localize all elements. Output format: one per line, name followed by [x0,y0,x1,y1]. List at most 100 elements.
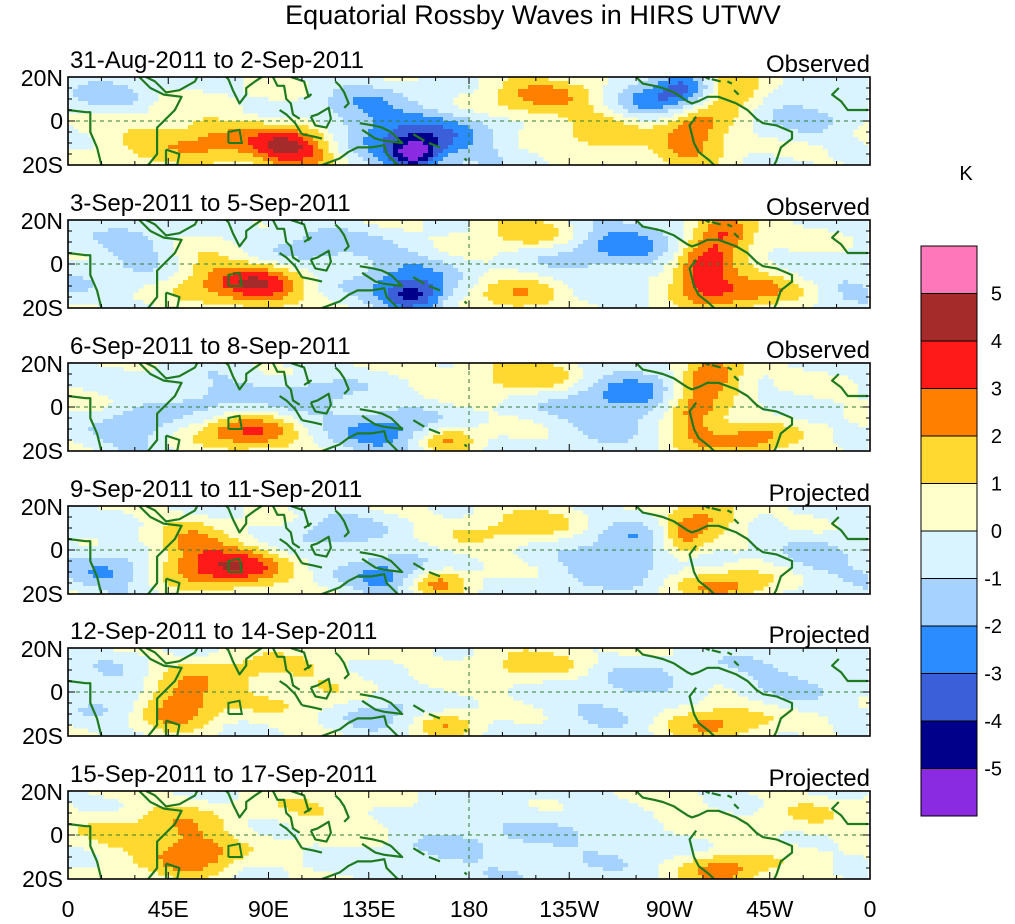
reference-box [227,699,243,715]
coastline [272,791,301,834]
coastline [733,803,740,810]
coastline [635,791,794,879]
coastline [700,220,711,224]
latitude-label: 20N [21,494,63,520]
coastline [359,122,404,145]
colorbar-box [920,293,978,342]
coastline [164,862,181,879]
coastline [700,791,711,795]
coastline [290,220,312,243]
map-panel: 6-Sep-2011 to 8-Sep-2011 Observed 20N 0 20S [21,333,871,464]
coastline [278,252,303,278]
coastline [412,419,425,428]
panel-date-range: 6-Sep-2011 to 8-Sep-2011 [70,333,351,360]
coastline [138,77,183,165]
coastline [290,791,312,814]
coastline [145,791,199,808]
map-panel: 15-Sep-2011 to 17-Sep-2011 Projected 20N 0 2… [21,761,871,892]
coastline [359,551,404,574]
coastline [711,649,721,654]
reference-box [227,842,243,858]
coastline [733,660,740,667]
coastline [301,704,323,711]
coastline [334,366,350,395]
coastline [290,363,312,386]
colorbar-label: 3 [991,379,1002,401]
coastline [272,506,301,549]
colorbar-box [920,245,978,294]
coastline [830,373,868,398]
panel-kind-label: Projected [769,765,870,792]
coastline [164,434,181,451]
coastline [463,728,468,733]
longitude-label: 90E [248,896,289,922]
coastline [635,506,794,594]
colorbar-label: -5 [984,759,1002,781]
colorbar-label: 2 [991,426,1002,448]
coastline [428,570,441,578]
coastline [272,363,301,406]
coastline [334,80,350,109]
coastline [321,144,399,165]
map-panel: 12-Sep-2011 to 14-Sep-2011 Projected 20N 0 2… [21,618,871,749]
coastline [711,221,721,226]
panel-kind-label: Observed [766,337,870,364]
coastline [138,506,183,594]
coastline [309,106,332,129]
coastline [309,677,332,700]
coastline [412,276,425,285]
coastline [428,855,441,863]
colorbar-box [920,388,978,437]
coastline [68,537,103,594]
coastline [290,506,312,529]
coastline [635,648,794,736]
colorbar-box [920,578,978,627]
coastline [463,443,468,448]
coastline [733,89,740,96]
coastline [688,686,715,736]
coastline [68,822,103,879]
coastline [688,258,715,308]
coastline [272,77,301,120]
colorbar-label: 5 [991,284,1002,306]
coastline [428,427,441,435]
coastline [726,80,733,85]
coastline [217,506,263,534]
coastline [830,658,868,683]
coastline [711,78,721,83]
coastline [217,791,263,819]
map-panel: 3-Sep-2011 to 5-Sep-2011 Observed 20N 0 20S [21,190,871,321]
map-frame [67,790,871,880]
map-frame [67,647,871,737]
coastline [321,430,399,451]
coastline [217,648,263,676]
coastline [700,363,711,367]
colorbar-label: 4 [991,331,1002,353]
coastline [830,801,868,826]
coastline [217,77,263,105]
coastline [321,715,399,736]
coastline [309,820,332,843]
latitude-label: 20S [22,723,63,749]
coastline [145,77,199,94]
latitude-label: 0 [50,394,63,420]
coastline [688,829,715,879]
coastline [272,220,301,263]
reference-box [227,414,243,430]
coastline [301,562,323,569]
panel-kind-label: Observed [766,194,870,221]
panel-date-range: 15-Sep-2011 to 17-Sep-2011 [70,761,377,788]
coastline [145,220,199,237]
coastline [733,375,740,382]
latitude-label: 20S [22,581,63,607]
coastline [334,223,350,252]
colorbar-units: K [959,163,973,185]
coastline [217,363,263,391]
coastline [688,115,715,165]
coastline [301,276,323,283]
map-frame [67,362,871,452]
coastline [711,792,721,797]
coastline [830,516,868,541]
colorbar-label: -3 [984,664,1002,686]
coastline [145,648,199,665]
